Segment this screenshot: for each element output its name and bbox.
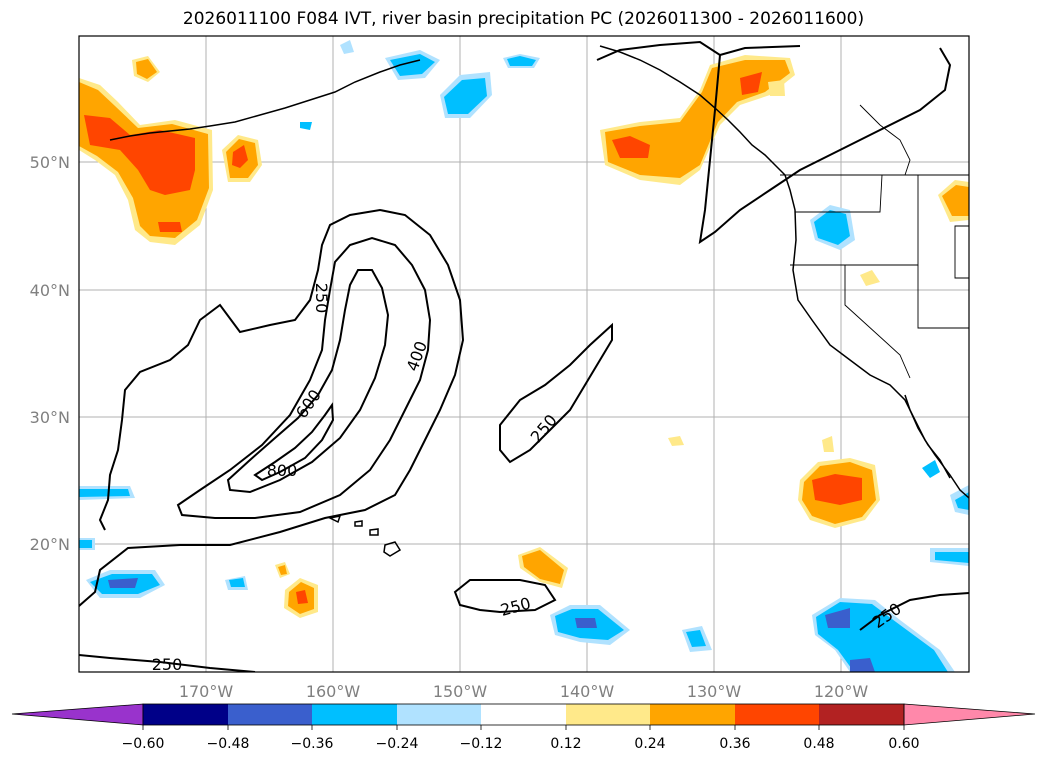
colorbar-tick-neg-048: −0.48 (207, 736, 250, 752)
colorbar-under-triangle (11, 703, 144, 726)
colorbar-tick-neg-060: −0.60 (122, 736, 165, 752)
lon-label-130w: 130°W (687, 682, 742, 701)
colorbar-tick-neg-036: −0.36 (291, 736, 334, 752)
colorbar-tick-pos-060: 0.60 (888, 736, 919, 752)
colorbar-bin-pos-024 (650, 704, 735, 725)
colorbar-bin-pos-048 (819, 704, 904, 725)
colorbar-tick-pos-048: 0.48 (803, 736, 834, 752)
colorbar-bin-neg-024 (397, 704, 481, 725)
contour-label-800: 800 (267, 461, 298, 480)
colorbar-tick-pos-012: 0.12 (550, 736, 581, 752)
lat-label-40: 40°N (30, 281, 70, 300)
longitude-labels: 170°W 160°W 150°W 140°W 130°W 120°W (179, 682, 869, 701)
colorbar: −0.60 −0.48 −0.36 −0.24 −0.12 0.12 0.24 … (11, 703, 1036, 752)
colorbar-over-triangle (903, 703, 1036, 726)
colorbar-bin-neg-060 (143, 704, 228, 725)
precip-patches (79, 40, 969, 672)
lon-label-160w: 160°W (306, 682, 361, 701)
contour-label-250-a: 250 (312, 283, 331, 314)
lat-label-20: 20°N (30, 535, 70, 554)
map-title: 2026011100 F084 IVT, river basin precipi… (182, 9, 865, 29)
lat-label-30: 30°N (30, 408, 70, 427)
lon-label-140w: 140°W (560, 682, 615, 701)
coastlines (109, 45, 969, 557)
map-panel (79, 36, 969, 672)
colorbar-tick-pos-036: 0.36 (719, 736, 750, 752)
map-frame (78, 35, 970, 673)
colorbar-bin-pos-012 (566, 704, 650, 725)
latitude-labels: 50°N 40°N 30°N 20°N (30, 153, 70, 554)
contour-label-250-d: 250 (152, 655, 183, 674)
colorbar-tick-neg-012: −0.12 (460, 736, 503, 752)
colorbar-tick-neg-024: −0.24 (376, 736, 419, 752)
colorbar-bin-neg-036 (312, 704, 397, 725)
colorbar-bin-neg-048 (228, 704, 312, 725)
colorbar-bin-pos-036 (735, 704, 819, 725)
colorbar-bin-neutral (481, 704, 566, 725)
ivt-contours (79, 40, 969, 672)
lon-label-170w: 170°W (179, 682, 234, 701)
lon-label-150w: 150°W (433, 682, 488, 701)
colorbar-tick-pos-024: 0.24 (634, 736, 665, 752)
lon-label-120w: 120°W (814, 682, 869, 701)
map-gridlines (79, 36, 969, 672)
lat-label-50: 50°N (30, 153, 70, 172)
